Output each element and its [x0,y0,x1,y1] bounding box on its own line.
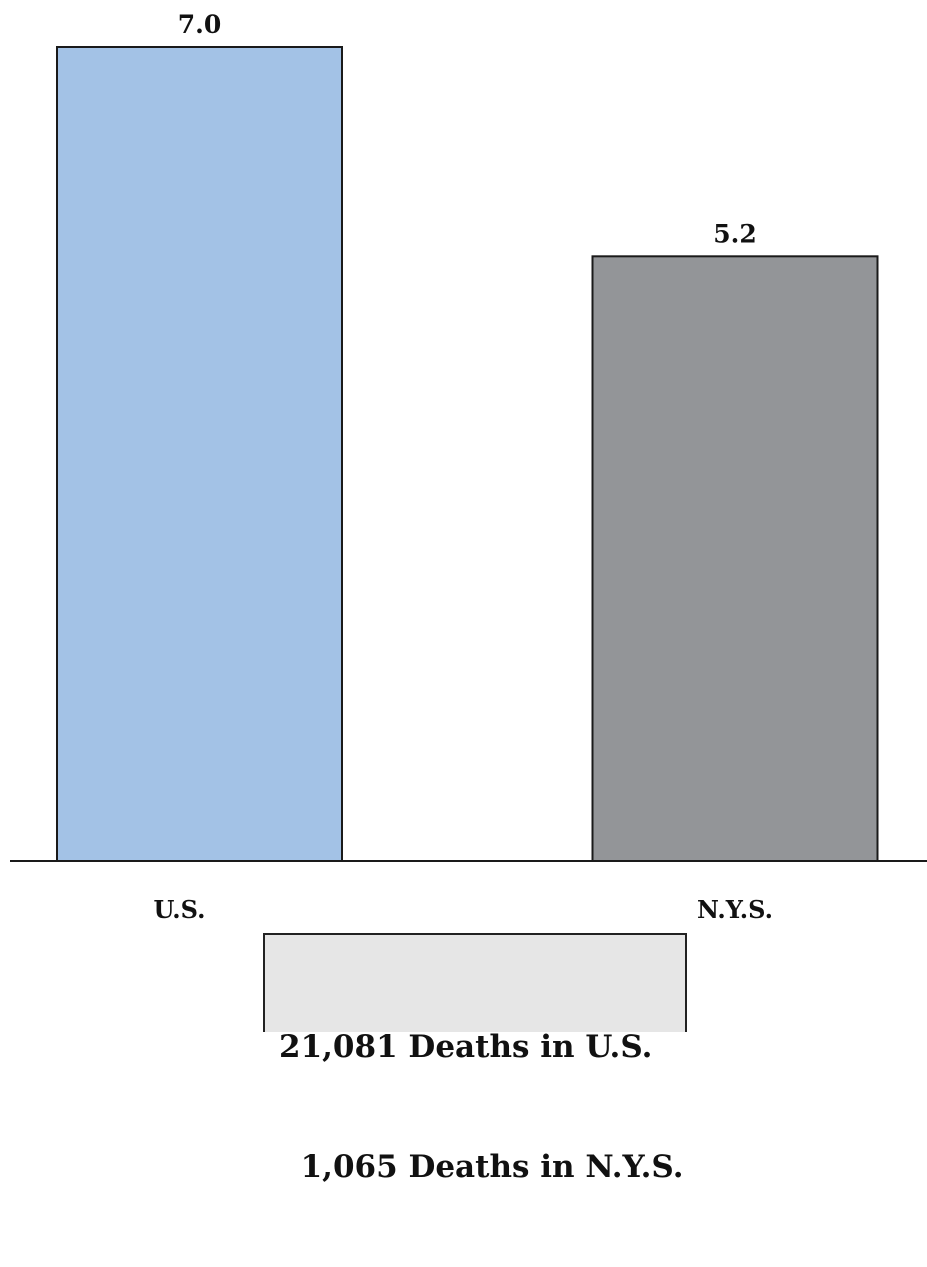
data-label-n-y-s: 5.2 [713,219,757,248]
category-label-u-s: U.S. [154,895,206,924]
bar-n-y-s [591,255,879,863]
category-label-n-y-s: N.Y.S. [697,895,773,924]
deaths-us-text: 21,081 Deaths in U.S. [279,1029,653,1065]
bars-layer [56,46,879,863]
data-label-u-s: 7.0 [178,10,222,39]
bar-u-s [56,46,343,862]
labels-layer: 7.0 U.S. 5.2 N.Y.S. [154,10,773,924]
chart-canvas: 7.0 U.S. 5.2 N.Y.S. [10,10,927,924]
deaths-summary-box: 21,081 Deaths in U.S. 1,065 Deaths in N.… [263,933,687,1185]
deaths-nys-text: 1,065 Deaths in N.Y.S. [279,1149,684,1185]
bar-chart: 7.0 U.S. 5.2 N.Y.S. 21,081 Deaths in U.S. 1… [10,10,927,1185]
